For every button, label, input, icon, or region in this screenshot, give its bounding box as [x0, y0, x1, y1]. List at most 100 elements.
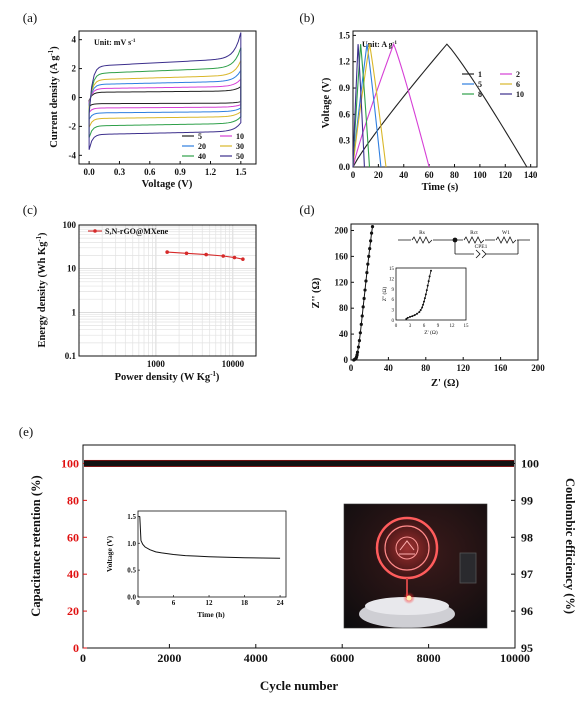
y-tick-label: -2	[69, 121, 77, 131]
nyquist-point	[364, 279, 368, 283]
photo-clip	[459, 552, 477, 584]
x-axis-label-c: Power density (W Kg-1)	[115, 371, 220, 383]
x-tick-label: 0	[351, 170, 356, 180]
inset-x-tick-label: 24	[277, 599, 285, 607]
x-tick-label: 40	[399, 170, 409, 180]
y-tick-label: 1.5	[339, 30, 351, 40]
x-tick-label: 10000	[222, 359, 245, 369]
legend-label: 5	[478, 80, 482, 89]
nyquist-point	[355, 350, 360, 354]
x-axis-label-a: Voltage (V)	[142, 179, 193, 190]
inset-y-axis-label: Z'' (Ω)	[381, 287, 388, 302]
nyquist-point	[361, 305, 365, 309]
legend-label: 50	[236, 152, 244, 161]
inset-frame-e	[137, 510, 287, 598]
y-axis-label-a: Current density (A g-1)	[48, 46, 60, 148]
nyquist-point	[359, 322, 363, 326]
y-tick-label: 100	[61, 456, 79, 470]
inset-point	[419, 308, 422, 311]
y-tick-label: 60	[67, 530, 79, 544]
y-tick-label: 160	[335, 251, 349, 261]
nyquist-point	[360, 314, 364, 318]
panel-label-b: (b)	[299, 10, 314, 25]
x-tick-label: 6000	[330, 651, 354, 665]
inset-x-tick-label: 12	[206, 599, 214, 607]
x-tick-label: 120	[499, 170, 513, 180]
x-tick-label: 8000	[417, 651, 441, 665]
legend-label: 2	[516, 70, 520, 79]
inset-x-tick-label: 12	[450, 324, 456, 329]
nyquist-point	[366, 262, 370, 266]
y-tick-label: 0	[73, 641, 79, 655]
nyquist-point	[367, 254, 371, 258]
nyquist-line	[353, 226, 373, 361]
y2-tick-label: 97	[521, 567, 533, 581]
y-tick-label: 120	[335, 277, 349, 287]
panel-label-a: (a)	[23, 10, 37, 25]
inset-y-tick-label: 1.5	[127, 513, 136, 521]
inset-point	[422, 303, 425, 306]
y2-tick-label: 95	[521, 641, 533, 655]
y-tick-label: 20	[67, 604, 79, 618]
legend-label: 10	[236, 132, 244, 141]
ragone-point	[165, 250, 169, 254]
circuit-gap	[463, 236, 485, 244]
y-tick-label: 10	[67, 264, 77, 274]
inset-x-tick-label: 6	[172, 599, 176, 607]
plot-frame-e	[82, 444, 516, 649]
gcd-curve	[352, 44, 387, 168]
inset-frame-d	[395, 267, 467, 321]
efficiency-band	[84, 460, 514, 467]
photo-emblem-mark	[399, 540, 415, 555]
plot-frame-c	[78, 224, 257, 357]
inset-y-tick-label: 1.0	[127, 540, 136, 548]
circuit-label: Rs	[419, 230, 425, 236]
plot-frame-b	[352, 30, 538, 168]
plot-frame-a	[78, 30, 257, 165]
inset-y-tick-label: 15	[389, 267, 395, 272]
photo-led	[406, 595, 412, 601]
nyquist-point	[369, 231, 374, 235]
inset-x-tick-label: 3	[409, 324, 412, 329]
x-tick-label: 160	[494, 363, 508, 373]
y2-tick-label: 98	[521, 530, 533, 544]
cv-curve	[88, 32, 242, 150]
inset-point	[427, 280, 430, 283]
inset-point	[423, 300, 425, 303]
inset-point	[423, 297, 426, 300]
y-tick-label: 0.3	[339, 136, 351, 146]
y-tick-label: 0.9	[339, 83, 351, 93]
x-tick-label: 2000	[157, 651, 181, 665]
inset-point	[424, 293, 427, 296]
y-tick-label: 2	[72, 64, 77, 74]
y-axis-label-d: Z'' (Ω)	[311, 277, 322, 308]
inset-y-tick-label: 9	[392, 288, 395, 293]
y-tick-label: -4	[69, 150, 77, 160]
x-tick-label: 80	[421, 363, 431, 373]
x-tick-label: 200	[531, 363, 545, 373]
inset-y-tick-label: 0.5	[127, 567, 136, 575]
photo-glow	[374, 515, 440, 581]
ragone-point	[184, 251, 189, 256]
inset-point	[416, 312, 418, 315]
inset-y-tick-label: 0.0	[127, 594, 136, 602]
inset-x-tick-label: 18	[241, 599, 249, 607]
nyquist-point	[356, 345, 361, 349]
inset-x-axis-label: Time (h)	[197, 610, 225, 619]
inset-x-tick-label: 15	[464, 324, 470, 329]
y-tick-label: 40	[67, 567, 79, 581]
inset-x-tick-label: 9	[437, 324, 440, 329]
gcd-curve	[352, 44, 371, 168]
inset-point	[426, 284, 429, 287]
y-tick-label: 0	[344, 355, 349, 365]
inset-point	[409, 315, 411, 318]
photo-stand-top	[365, 597, 449, 615]
ragone-point	[221, 254, 226, 258]
x-tick-label: 1.2	[205, 167, 217, 177]
inset-x-tick-label: 0	[395, 324, 398, 329]
legend-label: 40	[198, 152, 206, 161]
y2-tick-label: 96	[521, 604, 533, 618]
x-axis-label-d: Z' (Ω)	[431, 378, 459, 389]
y-axis-label-e: Capacitance retention (%)	[29, 475, 43, 616]
